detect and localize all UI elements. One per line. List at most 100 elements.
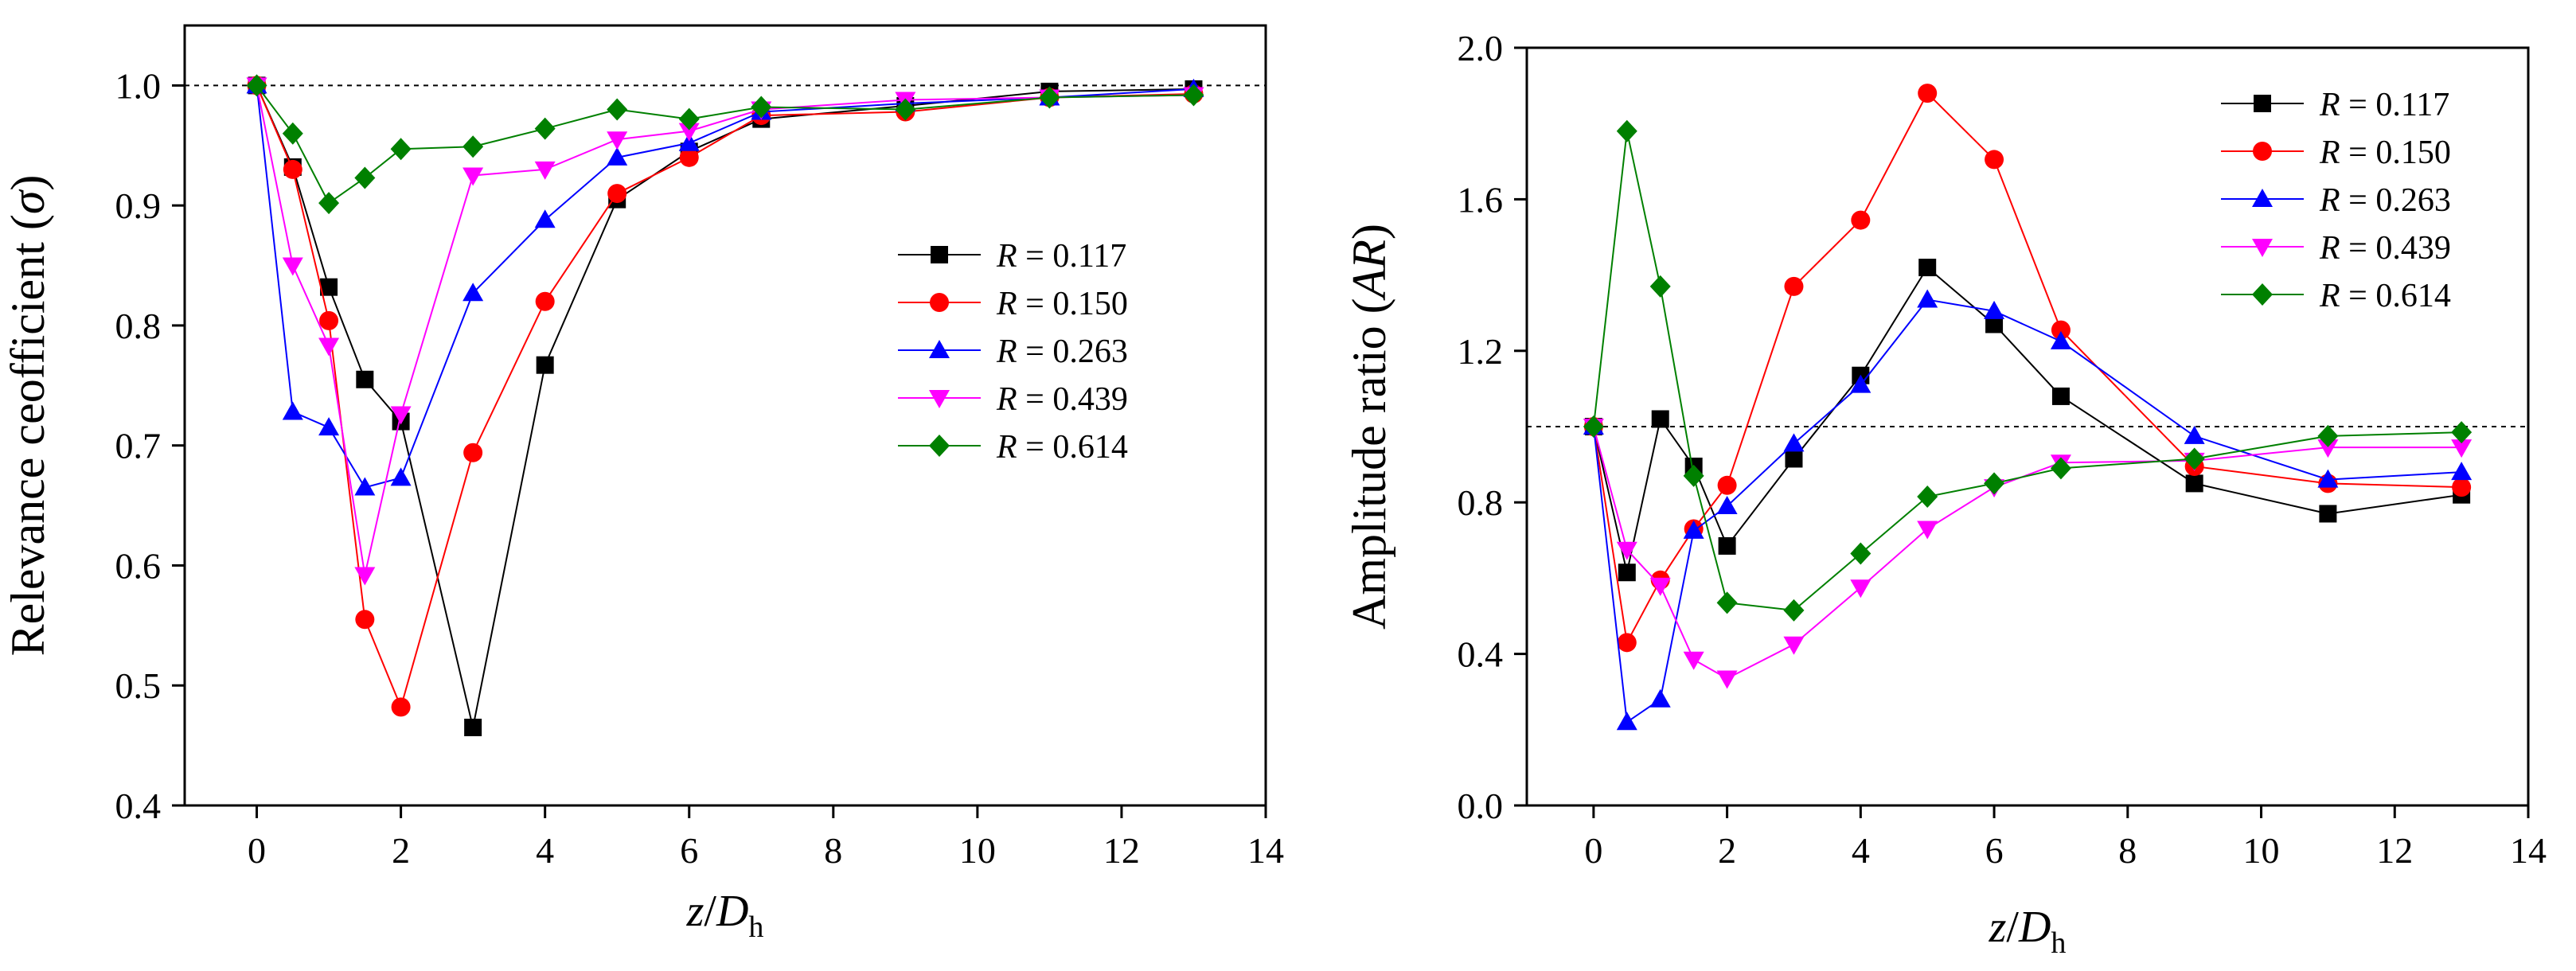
series-5 [1583, 119, 2473, 622]
y-tick-label: 0.5 [115, 665, 162, 706]
data-point [534, 117, 556, 140]
left-panel-relevance-coefficient: 0 2 4 6 8 10 12 14 0.4 0.5 0.6 0.7 0.8 0.9 1.0 R = 0.11… [2, 24, 1284, 944]
x-tick-label: 0 [1584, 830, 1602, 871]
data-point [1183, 84, 1204, 107]
y-tick-label: 1.0 [115, 65, 162, 106]
data-point [1616, 712, 1637, 731]
x-tick-label: 0 [248, 830, 266, 871]
y-tick-label: 0.4 [115, 786, 162, 826]
data-point [1039, 86, 1060, 109]
data-point [1850, 579, 1872, 599]
x-tick-label: 6 [1985, 830, 2004, 871]
data-point [283, 159, 302, 179]
legend-marker [2252, 189, 2273, 207]
x-axis: 0 2 4 6 8 10 12 14 [1584, 805, 2547, 871]
data-point [1785, 450, 1803, 468]
x-axis-label: z/Dh [686, 887, 764, 944]
data-point [282, 257, 303, 276]
data-point [390, 406, 412, 425]
x-tick-label: 14 [2510, 830, 2547, 871]
y-axis-label: Amplitude ratio (AR) [1343, 224, 1395, 630]
legend-label: R = 0.263 [2319, 182, 2451, 219]
data-point [1917, 486, 1938, 509]
data-point [1683, 651, 1704, 670]
data-point [607, 184, 627, 204]
data-point [463, 167, 484, 186]
data-point [2185, 474, 2203, 493]
data-point [1649, 688, 1671, 708]
data-point [1718, 536, 1736, 555]
legend-marker [2254, 95, 2271, 112]
data-point [1683, 520, 1704, 539]
data-point [318, 337, 340, 357]
x-axis: 0 2 4 6 8 10 12 14 [248, 805, 1284, 871]
legend-item: R = 0.263 [898, 333, 1128, 370]
data-point [1783, 636, 1805, 655]
legend-marker [929, 390, 950, 408]
x-tick-label: 2 [392, 830, 410, 871]
legend-item: R = 0.439 [898, 381, 1128, 418]
legend-label: R = 0.263 [996, 333, 1128, 370]
legend-label: R = 0.614 [2319, 278, 2451, 314]
data-point [2451, 462, 2473, 481]
data-point [1985, 315, 2004, 333]
data-point [607, 146, 628, 166]
data-point [354, 477, 376, 496]
data-point [1984, 472, 2005, 495]
data-point [1616, 541, 1637, 560]
data-point [607, 131, 628, 150]
legend-item: R = 0.150 [2221, 135, 2451, 171]
legend-item: R = 0.614 [898, 429, 1128, 466]
data-point [534, 209, 556, 228]
data-point [2317, 424, 2339, 447]
data-point [895, 98, 916, 121]
data-point [535, 291, 555, 311]
data-point [2451, 421, 2473, 444]
legend-marker [2252, 239, 2273, 257]
data-point [1851, 210, 1871, 230]
data-point [1717, 475, 1737, 495]
data-point [1784, 276, 1804, 296]
data-point [1716, 591, 1738, 614]
y-tick-label: 0.6 [115, 545, 162, 586]
data-point [2317, 439, 2339, 458]
y-tick-label: 1.2 [1458, 331, 1504, 372]
data-point [1917, 521, 1938, 540]
series-1 [1584, 259, 2471, 582]
data-point [751, 96, 772, 119]
x-tick-label: 10 [2243, 830, 2280, 871]
data-point [1783, 433, 1805, 452]
data-point [1649, 577, 1671, 596]
data-point [2050, 330, 2071, 349]
data-point [390, 138, 412, 161]
series-4 [1583, 419, 2473, 689]
data-point [320, 278, 338, 296]
x-tick-label: 12 [2376, 830, 2413, 871]
data-point [1985, 150, 2004, 170]
data-point [2184, 425, 2205, 444]
x-tick-label: 14 [1247, 830, 1284, 871]
data-point [463, 443, 483, 462]
data-point [2317, 469, 2339, 488]
legend-item: R = 0.614 [2221, 278, 2451, 314]
x-tick-label: 2 [1718, 830, 1736, 871]
data-point [2050, 457, 2071, 480]
legend-marker [2253, 142, 2272, 161]
data-point [391, 697, 411, 717]
legend-label: R = 0.117 [996, 238, 1126, 275]
data-point [354, 166, 376, 189]
data-point [1918, 84, 1938, 103]
x-tick-label: 6 [680, 830, 698, 871]
data-point [390, 467, 412, 486]
data-point [1716, 670, 1738, 689]
legend-item: R = 0.439 [2221, 230, 2451, 267]
legend-label: R = 0.150 [2319, 135, 2451, 171]
data-point [464, 719, 482, 736]
data-point [2051, 387, 2070, 405]
data-point [1716, 495, 1738, 514]
x-tick-label: 12 [1103, 830, 1140, 871]
x-tick-label: 4 [536, 830, 554, 871]
series-line [1592, 92, 2462, 645]
x-axis-label: z/Dh [1989, 903, 2067, 960]
